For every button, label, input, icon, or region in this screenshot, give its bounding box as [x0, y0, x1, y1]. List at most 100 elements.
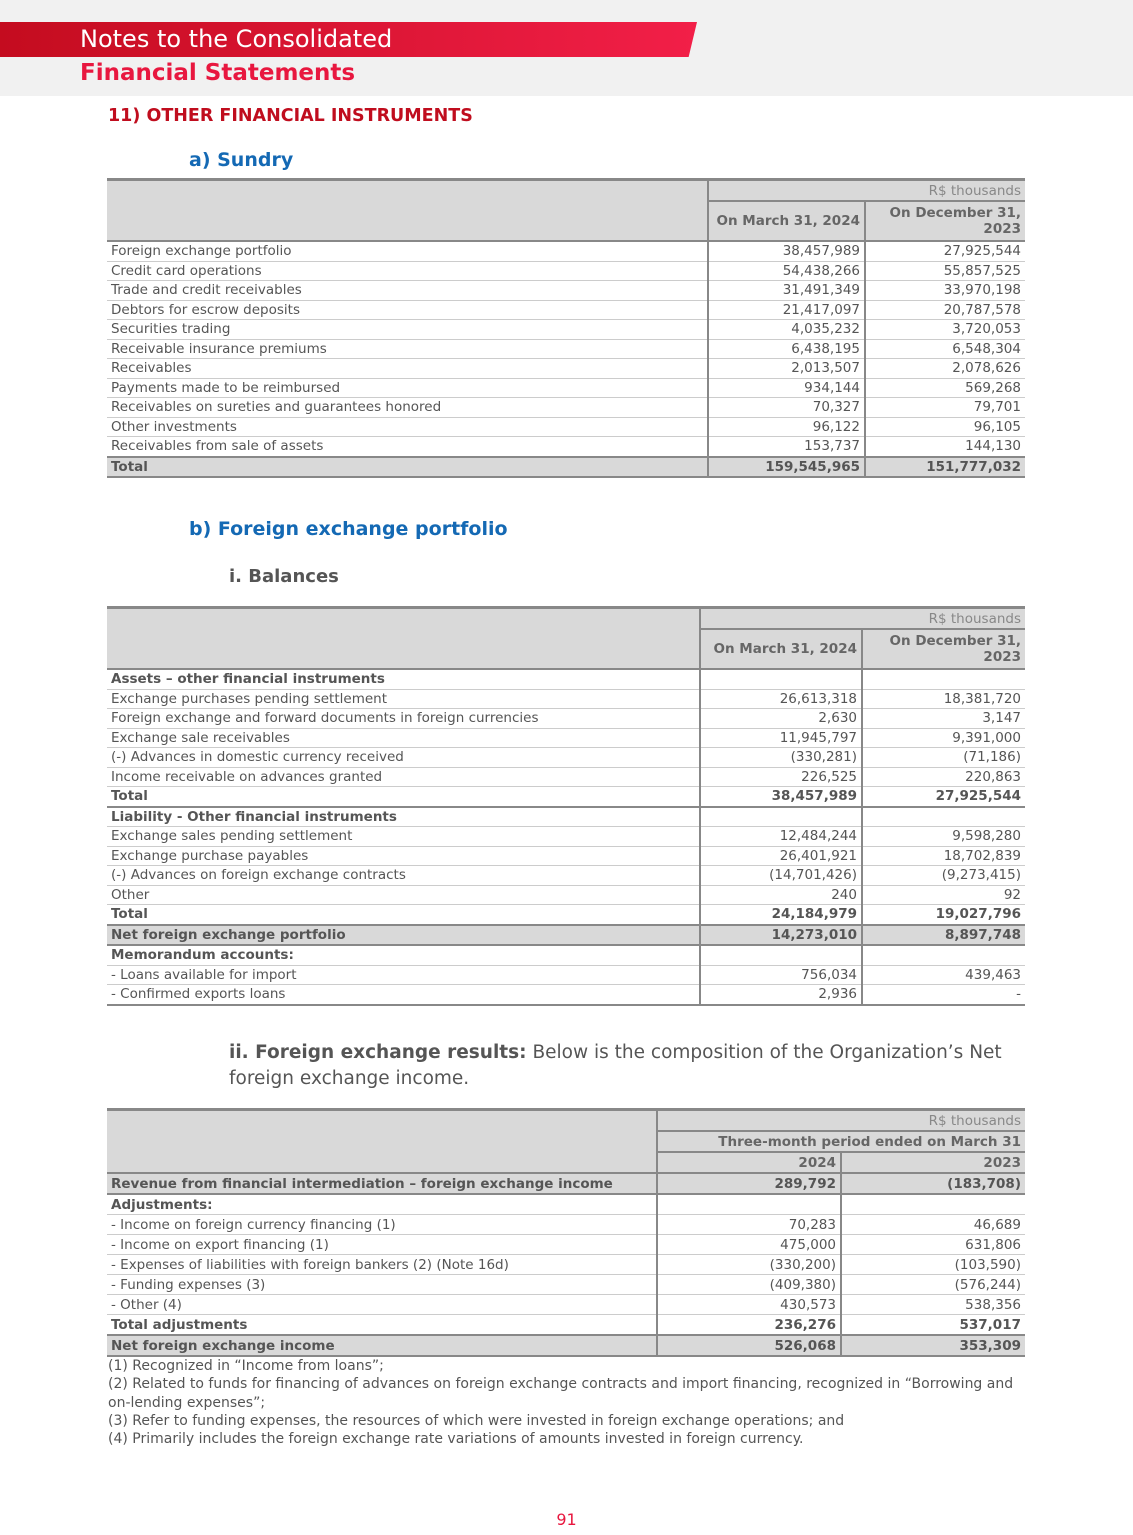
row-label: Total	[107, 786, 700, 807]
value-col2: 96,105	[864, 417, 1025, 437]
table-row: Exchange sale receivables 11,945,797 9,391…	[107, 728, 1025, 748]
value-col2: 55,857,525	[864, 261, 1025, 281]
value-col1: 2,936	[699, 984, 862, 1006]
value-col2: 538,356	[840, 1294, 1025, 1315]
value-col1: 240	[699, 885, 862, 905]
column-header: On March 31, 2024	[707, 201, 865, 242]
sundry-table: R$ thousands On March 31, 2024 On December…	[107, 178, 1025, 478]
header-title-line2: Financial Statements	[80, 60, 356, 86]
table-row: Total 38,457,989 27,925,544	[107, 786, 1025, 807]
value-col1: 934,144	[707, 378, 865, 398]
value-col2: 9,391,000	[861, 728, 1025, 748]
value-col2: (103,590)	[840, 1254, 1025, 1275]
table-row: Income receivable on advances granted 226…	[107, 767, 1025, 787]
value-col2: 33,970,198	[864, 280, 1025, 301]
value-col2: 439,463	[861, 965, 1025, 985]
value-col1: (409,380)	[656, 1274, 841, 1295]
table-row: (-) Advances on foreign exchange contrac…	[107, 865, 1025, 886]
row-label: - Income on export financing (1)	[107, 1234, 657, 1255]
row-label: Other investments	[107, 417, 708, 437]
value-col2: 6,548,304	[864, 339, 1025, 359]
table-row: Receivables on sureties and guarantees h…	[107, 397, 1025, 418]
value-col1: 2,013,507	[707, 358, 865, 379]
table-row: Exchange purchase payables 26,401,921 18,7…	[107, 846, 1025, 866]
table-row: Receivable insurance premiums 6,438,195 6,…	[107, 339, 1025, 359]
row-label: Receivable insurance premiums	[107, 339, 708, 359]
fx-results-heading: ii. Foreign exchange results: Below is t…	[229, 1040, 1029, 1092]
row-label: Memorandum accounts:	[107, 944, 700, 966]
table-row: - Confirmed exports loans 2,936-	[107, 984, 1025, 1006]
row-label: Trade and credit receivables	[107, 280, 708, 301]
row-label: - Expenses of liabilities with foreign b…	[107, 1254, 657, 1275]
column-header: On March 31, 2024	[699, 629, 862, 670]
section-title: 11) OTHER FINANCIAL INSTRUMENTS	[108, 106, 473, 126]
header-blank-cell	[107, 606, 700, 670]
table-row: Foreign exchange and forward documents i…	[107, 708, 1025, 729]
table-row: - Loans available for import 756,034 439,4…	[107, 965, 1025, 985]
value-col1: 153,737	[707, 436, 865, 457]
row-label: Exchange purchase payables	[107, 846, 700, 866]
value-col2: 3,720,053	[864, 319, 1025, 340]
value-col2: 151,777,032	[864, 455, 1025, 478]
table-row: - Funding expenses (3) (409,380) (576,244)	[107, 1274, 1025, 1295]
value-col2: 220,863	[861, 767, 1025, 787]
value-col1	[699, 669, 862, 690]
table-row: Liability - Other financial instruments	[107, 805, 1025, 827]
table-row: (-) Advances in domestic currency receiv…	[107, 747, 1025, 768]
value-col2: 537,017	[840, 1314, 1025, 1336]
table-row: Exchange sales pending settlement 12,484,…	[107, 826, 1025, 847]
row-label: Other	[107, 885, 700, 905]
table-row: - Expenses of liabilities with foreign b…	[107, 1254, 1025, 1275]
value-col1: 24,184,979	[699, 904, 862, 925]
row-label: Income receivable on advances granted	[107, 767, 700, 787]
table-row: - Income on foreign currency financing (…	[107, 1214, 1025, 1235]
value-col2: 144,130	[864, 436, 1025, 457]
table-row: - Income on export financing (1) 475,000 6…	[107, 1234, 1025, 1255]
unit-label: R$ thousands	[707, 178, 1025, 202]
value-col2	[861, 944, 1025, 966]
table-row: Assets – other financial instruments	[107, 669, 1025, 690]
value-col1: 96,122	[707, 417, 865, 437]
row-label: Total	[107, 455, 708, 478]
fx-portfolio-title: b) Foreign exchange portfolio	[189, 518, 508, 540]
value-col2: 18,702,839	[861, 846, 1025, 866]
row-label: (-) Advances on foreign exchange contrac…	[107, 865, 700, 886]
value-col2: 27,925,544	[864, 241, 1025, 262]
period-header: Three-month period ended on March 31	[656, 1131, 1025, 1153]
table-row: Payments made to be reimbursed 934,144 569…	[107, 378, 1025, 398]
value-col1	[699, 944, 862, 966]
row-label: Total	[107, 904, 700, 925]
column-header: 2024	[656, 1152, 841, 1174]
row-label: Foreign exchange and forward documents i…	[107, 708, 700, 729]
value-col2: 569,268	[864, 378, 1025, 398]
value-col1	[656, 1193, 841, 1215]
row-label: Securities trading	[107, 319, 708, 340]
value-col2: 46,689	[840, 1214, 1025, 1235]
value-col1: 2,630	[699, 708, 862, 729]
value-col2: 353,309	[840, 1334, 1025, 1357]
value-col2: 20,787,578	[864, 300, 1025, 320]
value-col1	[699, 805, 862, 827]
balances-title: i. Balances	[229, 566, 339, 587]
value-col1: 226,525	[699, 767, 862, 787]
table-row: Total adjustments 236,276 537,017	[107, 1314, 1025, 1336]
header-blank-cell	[107, 178, 708, 242]
row-label: Receivables on sureties and guarantees h…	[107, 397, 708, 418]
value-col2	[861, 669, 1025, 690]
value-col1: (14,701,426)	[699, 865, 862, 886]
table-row: Exchange purchases pending settlement 26,…	[107, 689, 1025, 709]
value-col2: 27,925,544	[861, 786, 1025, 807]
fx-results-intro: Below is the composition of the Organiza…	[229, 1042, 1002, 1089]
value-col1: 54,438,266	[707, 261, 865, 281]
footnote: (3) Refer to funding expenses, the resou…	[108, 1412, 845, 1429]
value-col2	[861, 805, 1025, 827]
value-col2: -	[861, 984, 1025, 1006]
value-col1: 70,327	[707, 397, 865, 418]
value-col2	[840, 1193, 1025, 1215]
value-col1: 70,283	[656, 1214, 841, 1235]
value-col1: 289,792	[656, 1173, 841, 1195]
footnote: (2) Related to funds for financing of ad…	[108, 1376, 1014, 1411]
value-col2: 92	[861, 885, 1025, 905]
row-label: Revenue from financial intermediation – …	[107, 1173, 657, 1195]
